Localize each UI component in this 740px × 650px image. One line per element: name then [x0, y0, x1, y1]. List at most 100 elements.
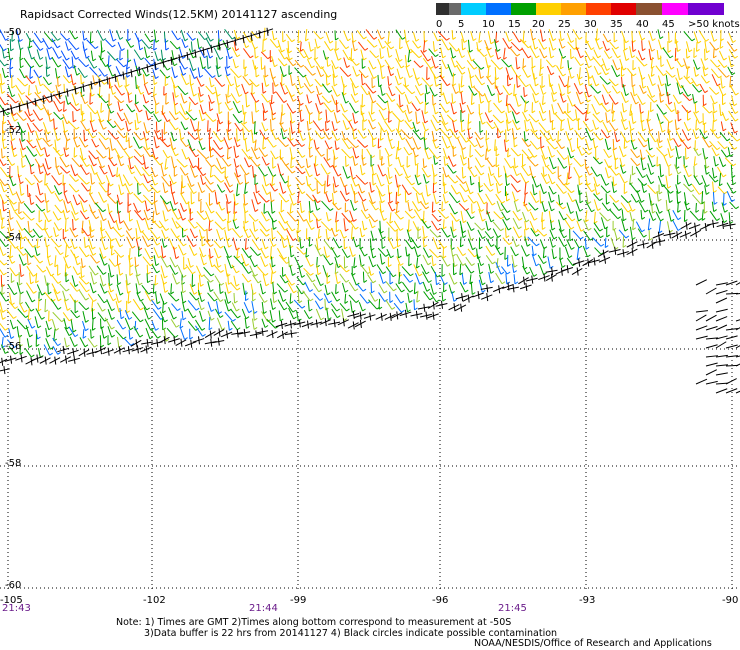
- wind-barb-flag: [496, 49, 501, 52]
- wind-barb-flag: [228, 290, 232, 294]
- wind-barb-flag: [432, 210, 436, 213]
- wind-barb-flag: [12, 326, 17, 330]
- wind-barb: [8, 184, 14, 196]
- wind-barb-flag: [184, 66, 188, 70]
- wind-barb: [205, 158, 212, 168]
- wind-barb: [314, 155, 317, 167]
- wind-barb-flag: [318, 111, 323, 115]
- wind-barb-flag: [330, 48, 334, 52]
- wind-barb-flag: [81, 275, 85, 279]
- wind-barb-flag: [207, 239, 211, 243]
- wind-barb-flag: [524, 94, 528, 98]
- wind-barb-flag: [129, 183, 133, 187]
- wind-barb-flag: [163, 281, 168, 285]
- wind-barb: [478, 68, 482, 79]
- wind-barb-flag: [25, 315, 29, 318]
- wind-barb: [419, 201, 427, 210]
- legend-label-5: 5: [458, 19, 465, 30]
- wind-barb-flag: [427, 225, 432, 229]
- wind-barb-flag: [217, 129, 221, 132]
- wind-barb-flag: [119, 155, 124, 159]
- wind-barb-flag: [21, 91, 26, 95]
- wind-barb: [68, 39, 77, 51]
- wind-barb-flag: [491, 202, 496, 206]
- wind-barb: [395, 146, 399, 160]
- wind-barb: [522, 265, 528, 275]
- wind-barb: [259, 283, 264, 295]
- wind-barb: [422, 225, 425, 239]
- wind-barb: [45, 266, 52, 277]
- wind-barb: [254, 139, 257, 151]
- wind-barb: [558, 38, 563, 49]
- wind-barb: [53, 118, 55, 130]
- wind-barb-flag: [470, 111, 475, 115]
- wind-barb: [73, 137, 78, 148]
- wind-barb: [367, 274, 374, 284]
- wind-barb: [539, 129, 549, 141]
- wind-barb: [144, 318, 152, 331]
- wind-barb-flag: [589, 75, 593, 79]
- wind-barb-flag: [527, 55, 532, 59]
- wind-barb: [405, 302, 409, 312]
- wind-barb: [442, 92, 448, 104]
- wind-barb-flag: [579, 182, 583, 186]
- wind-barb-flag: [89, 101, 94, 105]
- wind-barb: [479, 274, 483, 285]
- wind-barb: [432, 114, 439, 124]
- wind-barb: [494, 49, 499, 60]
- wind-barb: [353, 191, 356, 203]
- wind-barb-flag: [388, 120, 392, 123]
- wind-barb-flag: [346, 127, 350, 131]
- wind-barb: [278, 211, 286, 224]
- wind-barb-flag: [563, 191, 567, 194]
- wind-barb-flag: [536, 243, 540, 247]
- wind-barb: [558, 194, 561, 206]
- wind-barb-flag: [633, 93, 638, 97]
- wind-barb-flag: [355, 183, 359, 187]
- wind-barb-flag: [471, 263, 475, 266]
- wind-barb-flag: [495, 77, 500, 81]
- wind-barb: [249, 78, 257, 87]
- wind-barb-flag: [388, 163, 393, 167]
- wind-barb-flag: [363, 36, 367, 40]
- wind-barb: [483, 182, 491, 192]
- wind-barb: [414, 174, 419, 185]
- wind-barb: [551, 92, 554, 102]
- wind-barb-flag: [301, 275, 306, 278]
- wind-barb: [72, 219, 74, 231]
- wind-barb-flag: [236, 308, 240, 312]
- wind-barb: [96, 74, 105, 85]
- wind-barb-flag: [354, 288, 359, 292]
- legend-swatch: [662, 3, 688, 15]
- wind-barb: [225, 282, 229, 294]
- wind-barb: [279, 82, 286, 95]
- wind-barb: [609, 194, 617, 203]
- wind-barb: [530, 227, 537, 237]
- wind-barb-flag: [598, 72, 602, 76]
- wind-barb-flag: [58, 56, 62, 59]
- wind-barb: [195, 265, 202, 277]
- wind-barb: [521, 165, 529, 177]
- wind-barb: [414, 209, 422, 221]
- wind-barb: [727, 147, 731, 157]
- wind-barb: [70, 50, 77, 60]
- wind-barb: [71, 93, 77, 106]
- wind-barb: [420, 49, 429, 62]
- wind-barb-flag: [275, 325, 279, 329]
- wind-barb-flag: [580, 236, 584, 240]
- wind-barb-flag: [282, 274, 286, 277]
- wind-barb-flag: [175, 112, 179, 115]
- wind-barb-flag: [139, 182, 144, 186]
- wind-barb-flag: [416, 265, 420, 269]
- wind-barb: [262, 136, 265, 150]
- wind-barb-flag: [590, 129, 594, 132]
- wind-barb-flag: [318, 92, 323, 96]
- wind-barb: [609, 209, 619, 220]
- wind-barb-flag: [232, 318, 236, 322]
- wind-barb: [395, 283, 402, 293]
- wind-barb: [524, 120, 527, 132]
- wind-barb-flag: [13, 201, 17, 205]
- wind-barb: [69, 29, 76, 40]
- wind-barb-flag: [399, 46, 403, 50]
- wind-barb: [204, 176, 211, 185]
